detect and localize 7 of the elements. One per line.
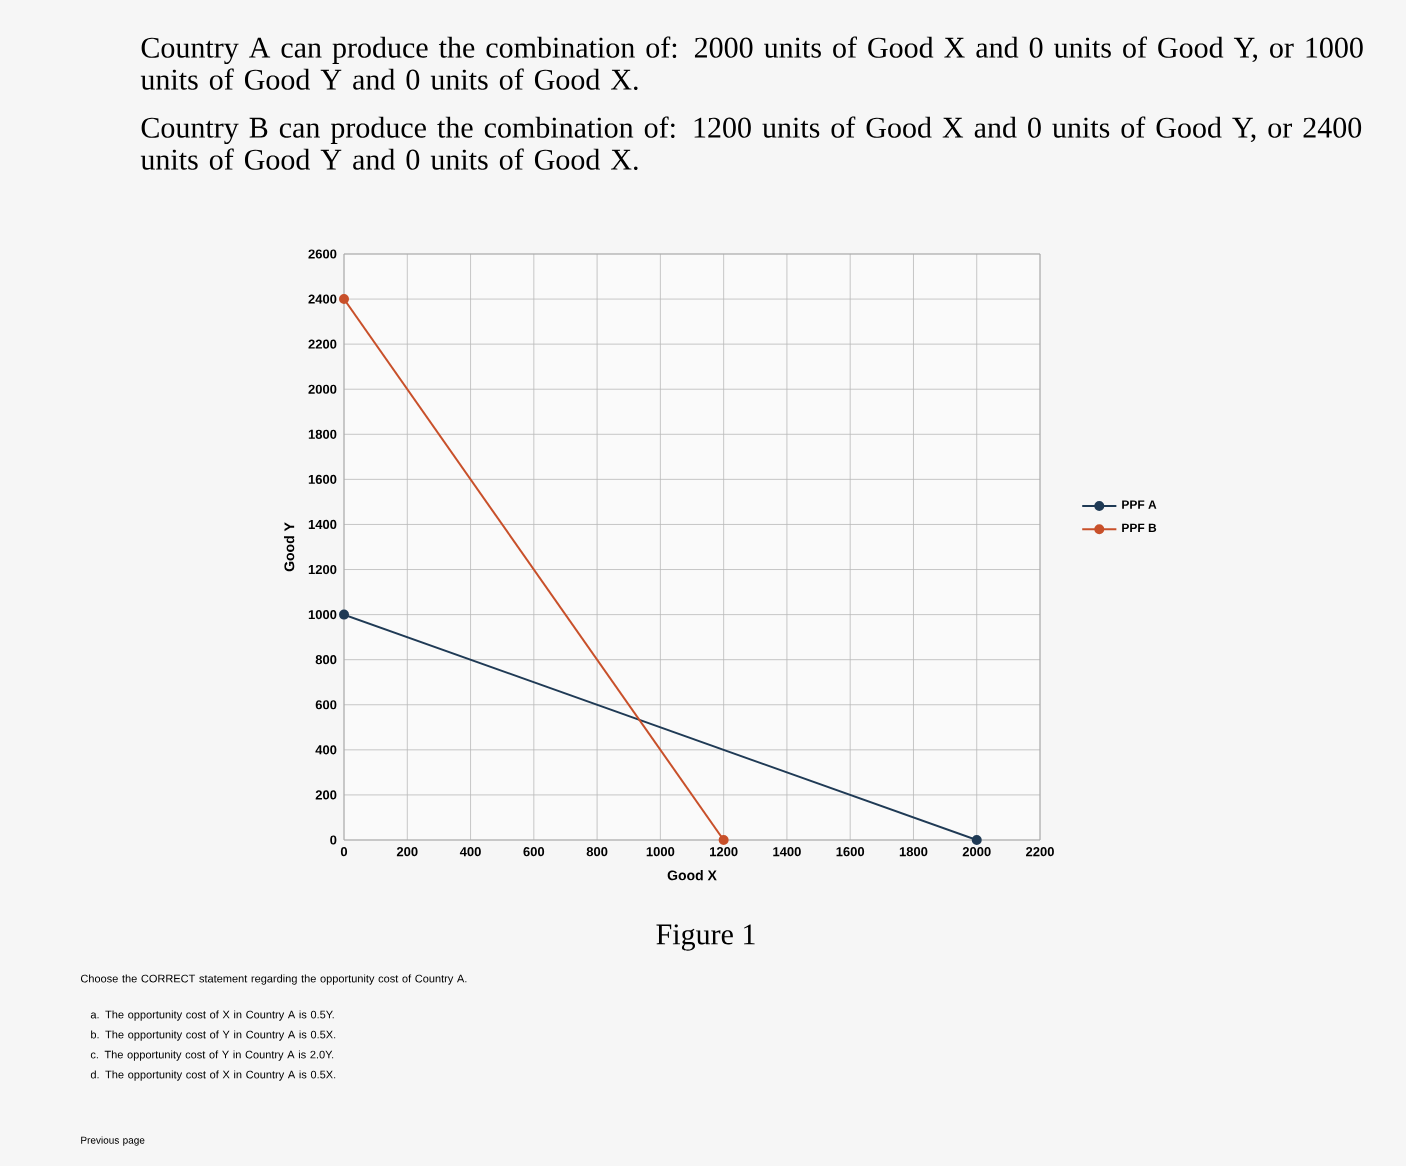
point [718, 834, 729, 845]
text: Country B can produce the combination of: 1200 units of Good X and 0 units of Good Y, or 2400 units of Good Y and 0 units of Good X. [140, 116, 1362, 170]
caption: Figure 1 [656, 924, 755, 951]
point [971, 834, 982, 845]
point [339, 294, 350, 305]
text: Country A can produce the combination of: 2000 units of Good X and 0 units of Good Y, or 1000 units of Good Y and 0 units of Good X. [140, 36, 1363, 90]
point [339, 609, 350, 620]
